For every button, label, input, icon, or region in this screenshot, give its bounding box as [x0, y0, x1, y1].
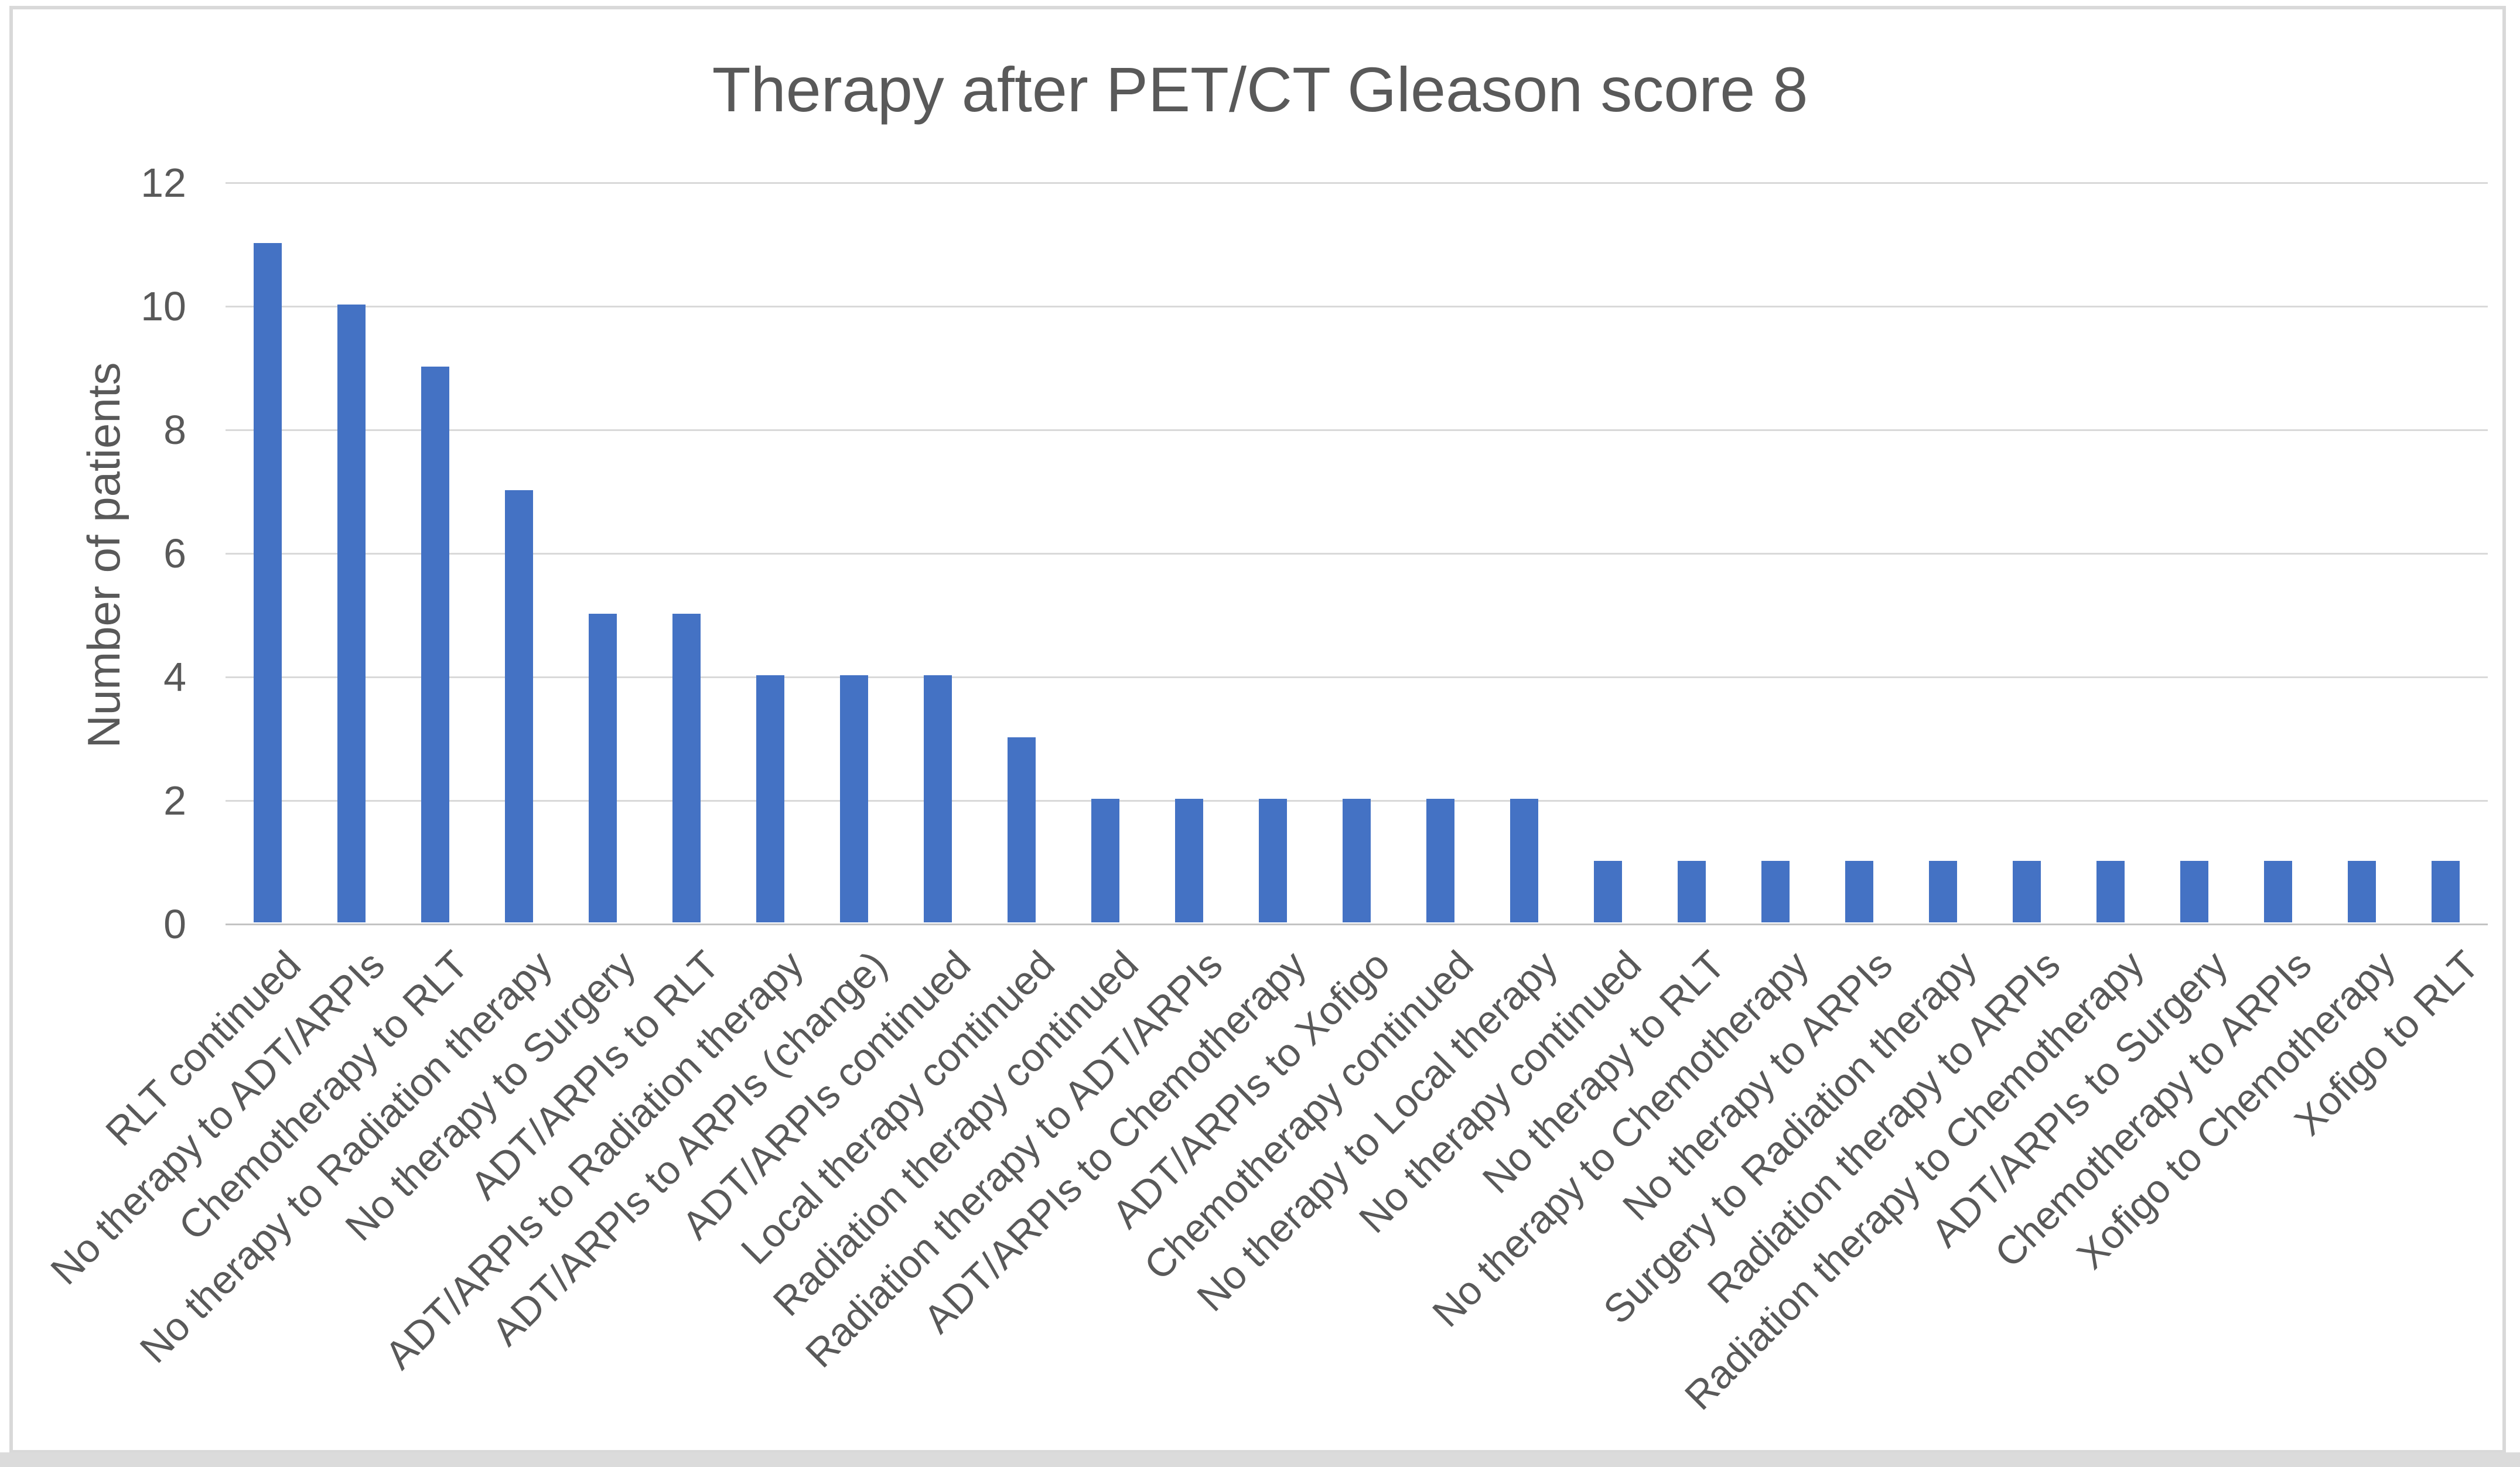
bar	[672, 613, 701, 922]
bar	[756, 675, 784, 922]
bar	[1510, 799, 1539, 922]
gridline	[226, 676, 2488, 678]
bar	[1929, 860, 1958, 922]
bar	[839, 675, 868, 922]
gridline	[226, 305, 2488, 307]
bar	[421, 366, 449, 922]
bar	[504, 490, 533, 922]
bar	[588, 613, 617, 922]
y-tick-label: 0	[163, 901, 186, 947]
bar	[2180, 860, 2209, 922]
bar	[2348, 860, 2376, 922]
bar	[1594, 860, 1623, 922]
y-tick-label: 10	[141, 283, 186, 329]
bar	[253, 242, 282, 922]
bar	[1343, 799, 1371, 922]
bar	[337, 305, 366, 922]
gridline	[226, 429, 2488, 431]
bar	[1007, 737, 1036, 922]
y-tick-label: 8	[163, 407, 186, 453]
y-tick-label: 12	[141, 160, 186, 206]
bar	[1091, 799, 1119, 922]
bar	[923, 675, 952, 922]
bottom-strip	[0, 1452, 2520, 1467]
y-tick-label: 4	[163, 654, 186, 700]
bar	[1426, 799, 1455, 922]
x-axis-line	[226, 923, 2488, 925]
bar	[2264, 860, 2293, 922]
bar	[1845, 860, 1874, 922]
y-tick-label: 6	[163, 531, 186, 576]
bar	[1761, 860, 1790, 922]
bar	[2432, 860, 2460, 922]
plot-area	[226, 182, 2488, 925]
gridline	[226, 552, 2488, 555]
bar	[1258, 799, 1287, 922]
bar	[2013, 860, 2041, 922]
gridline	[226, 182, 2488, 184]
y-tick-label: 2	[163, 778, 186, 823]
chart-title: Therapy after PET/CT Gleason score 8	[712, 54, 1808, 125]
bar	[1678, 860, 1706, 922]
bar	[2096, 860, 2125, 922]
bar	[1174, 799, 1203, 922]
